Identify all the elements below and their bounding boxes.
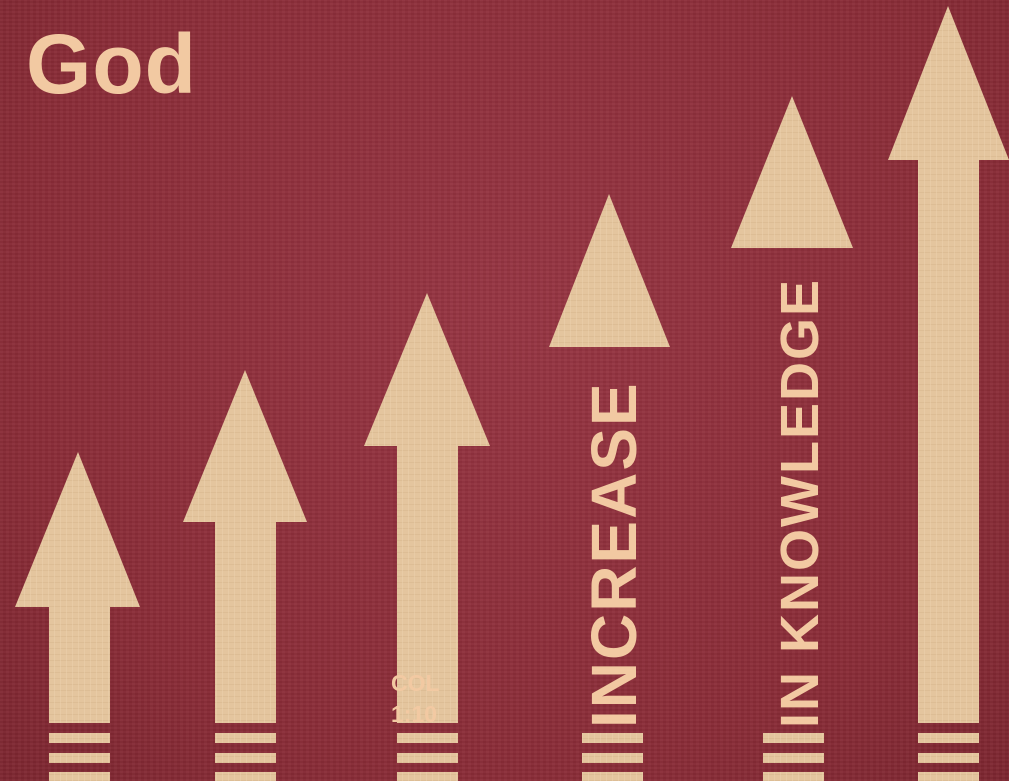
knowledge-vertical-text: IN KNOWLEDGE	[770, 278, 830, 728]
reference-verse: 1:10	[391, 701, 438, 727]
arrow-5	[731, 96, 853, 781]
increase-vertical-text: INCREASE	[578, 381, 650, 728]
arrow-4	[549, 194, 670, 781]
arrow-1	[15, 452, 140, 781]
arrow-6	[888, 6, 1009, 781]
reference-book: COL	[391, 670, 440, 696]
arrow-2	[183, 370, 307, 781]
scripture-reference: COL 1:10	[391, 668, 440, 730]
arrow-3	[364, 293, 490, 781]
title-text: God	[26, 17, 197, 111]
